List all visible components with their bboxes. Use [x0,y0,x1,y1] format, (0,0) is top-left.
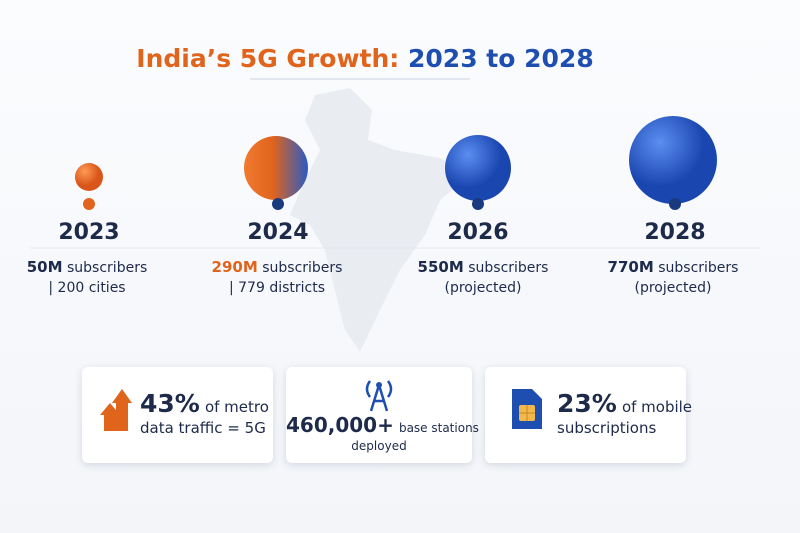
stat-card: 23% of mobile subscriptions [485,367,692,463]
year: 2023 [58,220,120,245]
label: subscribers [67,260,148,276]
stat-detail: deployed [351,439,407,453]
stat-card: 460,000+ base stations deployed [286,367,479,463]
dot [472,198,484,210]
growth-icon [100,389,132,431]
year: 2026 [447,220,509,245]
title: India’s 5G Growth: 2023 to 2028 [0,44,730,73]
stat-label: base stations [398,421,479,435]
highlight: 770M [607,258,654,276]
milestone: 770M subscribers (projected) [573,257,773,298]
label: subscribers [468,260,549,276]
stat-value: 460,000+ [286,413,394,437]
detail: (projected) [444,280,522,296]
highlight: 550M [417,258,464,276]
stat-detail: data traffic = 5G [140,419,266,437]
stat-value: 23% [557,389,617,418]
map-silhouette [290,88,470,352]
dot [83,198,95,210]
label: subscribers [658,260,739,276]
bubble [445,135,511,201]
year: 2024 [247,220,309,245]
bubble [244,136,308,200]
year: 2028 [644,220,706,245]
detail: | 200 cities [48,280,126,296]
label: subscribers [262,260,343,276]
milestone: 290M subscribers | 779 districts [177,257,377,298]
stat-card: 43% of metro data traffic = 5G [82,367,273,463]
dot [272,198,284,210]
stat-label: of mobile [621,398,693,416]
stat-label: of metro [204,398,269,416]
sim-icon [512,389,542,429]
detail: | 779 districts [228,280,326,296]
stat-detail: subscriptions [557,419,657,437]
milestone: 50M subscribers | 200 cities [0,257,187,298]
highlight: 290M [211,258,258,276]
stat-value: 43% [140,389,200,418]
highlight: 50M [26,258,63,276]
dot [669,198,681,210]
bubble [75,163,103,191]
tower-icon [365,380,393,412]
milestone: 550M subscribers (projected) [383,257,583,298]
title-lead: India’s 5G Growth: [136,44,400,73]
detail: (projected) [634,280,712,296]
title-range: 2023 to 2028 [408,44,594,73]
bubble [629,116,717,204]
